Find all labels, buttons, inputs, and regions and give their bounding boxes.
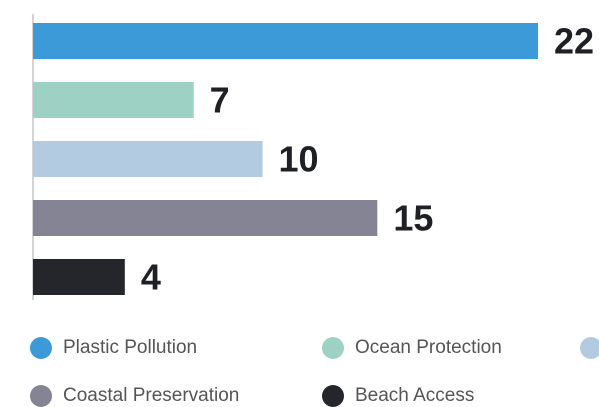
legend-swatch-third-series <box>580 337 599 359</box>
bar-plastic-pollution[interactable] <box>33 23 538 59</box>
legend-swatch-ocean-protection <box>322 337 344 359</box>
bar-beach-access[interactable] <box>33 259 125 295</box>
legend-item-plastic-pollution[interactable]: Plastic Pollution <box>30 336 197 360</box>
data-label-ocean-protection: 7 <box>210 80 230 121</box>
legend-label-beach-access: Beach Access <box>355 385 475 406</box>
legend-item-third-series[interactable] <box>580 336 599 360</box>
legend-item-beach-access[interactable]: Beach Access <box>322 384 474 407</box>
legend-label-coastal-preservation: Coastal Preservation <box>63 385 240 406</box>
chart-legend: Plastic Pollution Ocean Protection Coast… <box>0 300 599 407</box>
legend-label-ocean-protection: Ocean Protection <box>355 337 502 358</box>
bar-coastal-preservation[interactable] <box>33 200 378 236</box>
legend-swatch-plastic-pollution <box>30 337 52 359</box>
bar-series-3[interactable] <box>33 141 263 177</box>
data-label-plastic-pollution: 22 <box>554 21 594 62</box>
data-label-beach-access: 4 <box>141 257 161 298</box>
bar-ocean-protection[interactable] <box>33 82 194 118</box>
legend-swatch-coastal-preservation <box>30 385 52 407</box>
legend-label-plastic-pollution: Plastic Pollution <box>63 337 198 358</box>
bar-chart: 22 7 10 15 4 <box>32 14 594 300</box>
legend-swatch-beach-access <box>322 385 344 407</box>
data-label-coastal-preservation: 15 <box>393 198 433 239</box>
legend-item-coastal-preservation[interactable]: Coastal Preservation <box>30 384 239 407</box>
data-label-series-3: 10 <box>279 139 319 180</box>
legend-item-ocean-protection[interactable]: Ocean Protection <box>322 336 502 360</box>
